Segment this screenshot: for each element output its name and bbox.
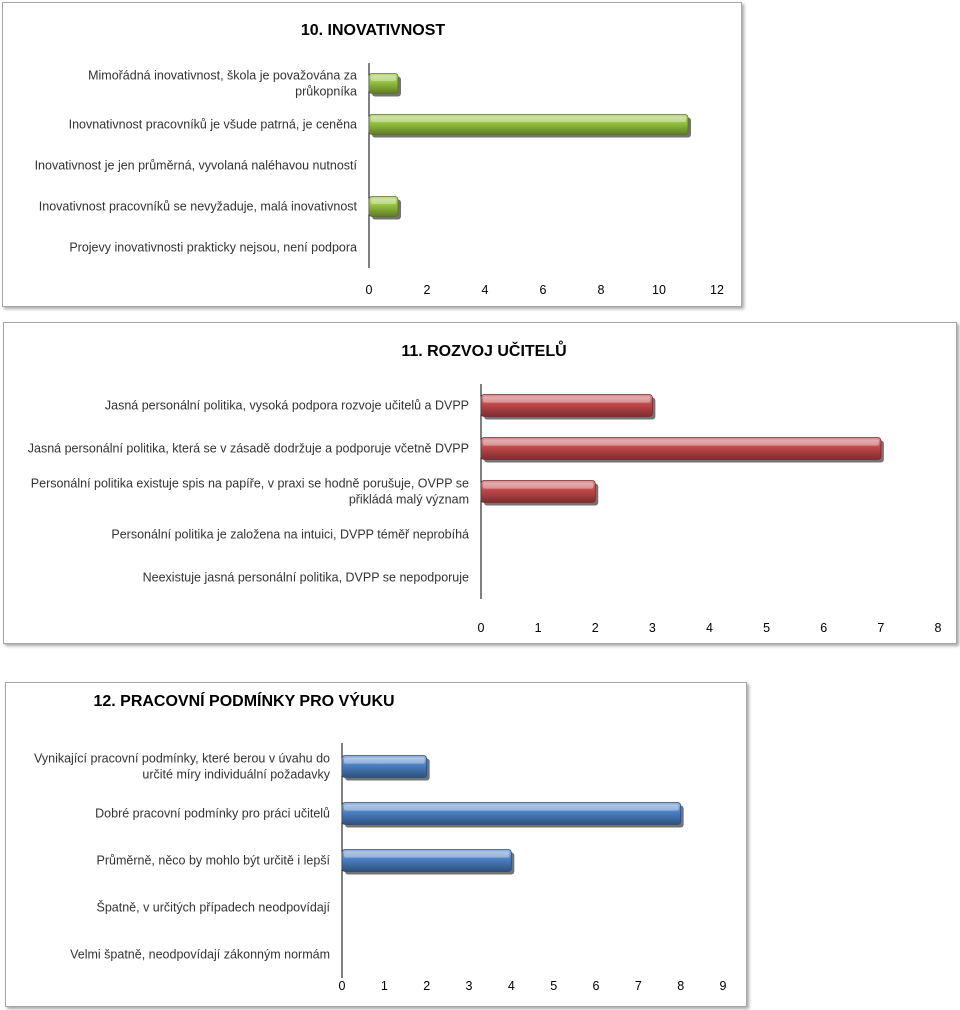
chart-rozvoj-ucitelu-plot: 11. ROZVOJ UČITELŮ Jasná personální polit… <box>28 340 942 635</box>
category-label: Personální politika existuje spis na pap… <box>31 477 469 507</box>
category-label: Inovnativnost pracovníků je všude patrná… <box>69 118 357 132</box>
x-tick-label: 7 <box>877 621 884 635</box>
x-tick-label: 1 <box>535 621 542 635</box>
chart-inovativnost: 10. INOVATIVNOST Mimořádná inovativnost, … <box>2 2 742 307</box>
x-tick-label: 4 <box>508 979 515 993</box>
x-tick-label: 4 <box>482 283 489 297</box>
bar <box>341 849 515 875</box>
x-tick-label: 2 <box>424 283 431 297</box>
x-tick-label: 1 <box>381 979 388 993</box>
category-label: Mimořádná inovativnost, škola je považov… <box>88 69 357 99</box>
category-label: Personální politika je založena na intui… <box>111 528 469 542</box>
x-tick-label: 8 <box>935 621 942 635</box>
bar <box>368 196 401 220</box>
category-label: Průměrně, něco by mohlo být určitě i lep… <box>97 854 331 868</box>
chart-pracovni-podminky: 12. PRACOVNÍ PODMÍNKY PRO VÝUKU Vynikajíc… <box>5 682 747 1007</box>
bar <box>480 394 656 420</box>
x-tick-label: 6 <box>540 283 547 297</box>
x-tick-label: 8 <box>677 979 684 993</box>
x-tick-label: 3 <box>466 979 473 993</box>
chart-pracovni-podminky-plot: 12. PRACOVNÍ PODMÍNKY PRO VÝUKU Vynikajíc… <box>34 691 727 993</box>
x-tick-label: 0 <box>339 979 346 993</box>
bar <box>341 802 684 828</box>
chart-title: 11. ROZVOJ UČITELŮ <box>401 340 566 360</box>
chart-title: 12. PRACOVNÍ PODMÍNKY PRO VÝUKU <box>93 691 394 710</box>
bar <box>341 755 430 781</box>
x-tick-label: 0 <box>478 621 485 635</box>
bar <box>368 73 401 97</box>
category-label: Vynikající pracovní podmínky, které bero… <box>34 752 331 782</box>
category-label: Projevy inovativnosti prakticky nejsou, … <box>69 241 357 255</box>
x-tick-label: 8 <box>598 283 605 297</box>
x-tick-label: 6 <box>820 621 827 635</box>
bar <box>480 480 599 506</box>
bar <box>480 437 884 463</box>
x-tick-label: 2 <box>423 979 430 993</box>
category-label: Inovativnost pracovníků se nevyžaduje, m… <box>39 200 358 214</box>
category-label: Dobré pracovní podmínky pro práci učitel… <box>95 807 330 821</box>
category-label: Špatně, v určitých případech neodpovídaj… <box>97 900 331 915</box>
x-tick-label: 6 <box>593 979 600 993</box>
category-label: Jasná personální politika, která se v zá… <box>28 442 469 456</box>
category-label: Velmi špatně, neodpovídají zákonným norm… <box>70 948 330 962</box>
x-tick-label: 3 <box>649 621 656 635</box>
x-tick-label: 5 <box>550 979 557 993</box>
chart-inovativnost-plot: 10. INOVATIVNOST Mimořádná inovativnost, … <box>35 22 724 297</box>
x-tick-label: 12 <box>710 283 724 297</box>
x-tick-label: 9 <box>720 979 727 993</box>
x-tick-label: 2 <box>592 621 599 635</box>
x-tick-label: 0 <box>366 283 373 297</box>
x-tick-label: 7 <box>635 979 642 993</box>
chart-rozvoj-ucitelu: 11. ROZVOJ UČITELŮ Jasná personální polit… <box>3 322 957 644</box>
x-tick-label: 10 <box>652 283 666 297</box>
category-label: Inovativnost je jen průměrná, vyvolaná n… <box>35 159 358 173</box>
category-label: Neexistuje jasná personální politika, DV… <box>143 571 469 585</box>
bar <box>368 114 691 138</box>
category-label: Jasná personální politika, vysoká podpor… <box>105 399 469 413</box>
x-tick-label: 5 <box>763 621 770 635</box>
x-tick-label: 4 <box>706 621 713 635</box>
chart-title: 10. INOVATIVNOST <box>301 22 446 39</box>
